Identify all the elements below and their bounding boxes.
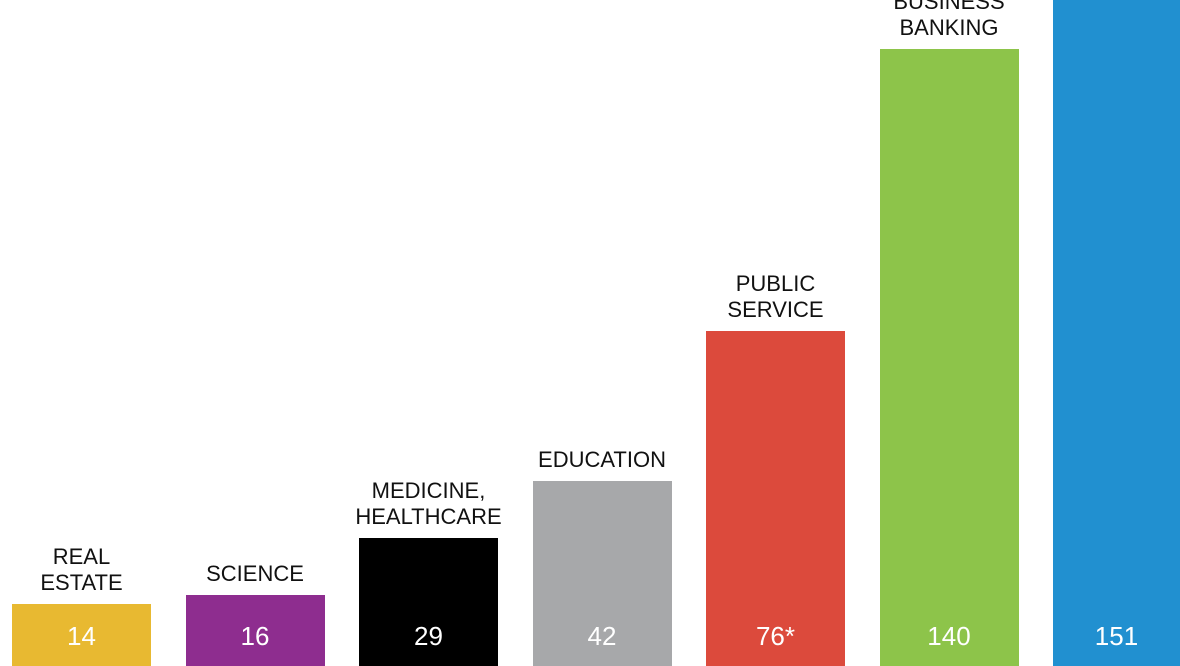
category-label: BUSINESS BANKING [893, 0, 1005, 40]
category-label: EDUCATION [538, 446, 666, 472]
value-label: 76* [755, 621, 796, 651]
bar: 42 [532, 480, 672, 666]
bar: 76* [706, 330, 845, 666]
bar: 16 [185, 595, 325, 666]
bar: 29 [359, 538, 498, 666]
category-label: REAL ESTATE [40, 544, 123, 596]
value-label: 14 [67, 621, 96, 651]
value-label: 140 [927, 621, 971, 651]
category-label: SCIENCE [206, 561, 304, 587]
value-label: 42 [587, 621, 617, 651]
category-label: PUBLIC SERVICE [727, 270, 824, 322]
bar: 14 [12, 604, 151, 666]
value-label: 29 [414, 621, 443, 651]
value-label: 16 [240, 621, 270, 651]
category-label: MEDICINE, HEALTHCARE [355, 478, 502, 530]
bar: 151 [1053, 0, 1180, 666]
bar: 140 [879, 48, 1019, 666]
value-label: 151 [1094, 621, 1139, 651]
